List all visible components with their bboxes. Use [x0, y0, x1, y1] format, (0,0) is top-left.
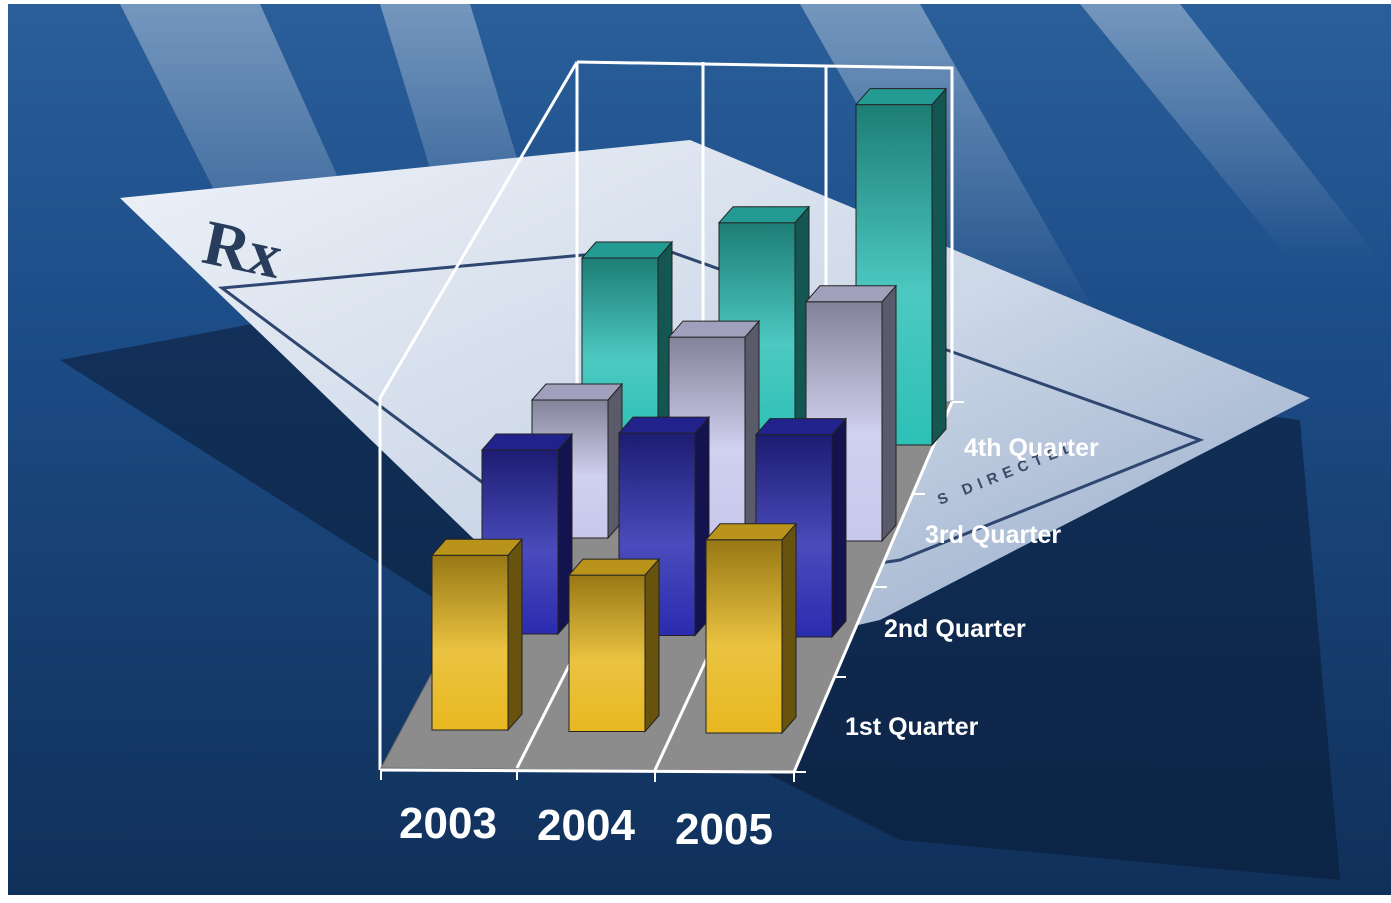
bar-top: [754, 418, 848, 436]
depth-label-3rd-quarter: 3rd Quarter: [925, 521, 1061, 549]
bar-front: [705, 539, 783, 734]
axis-ticks: [380, 401, 964, 782]
bar-top: [567, 558, 661, 576]
x-axis-labels: 2003 2004 2005: [399, 799, 773, 854]
x-tick-label-2004: 2004: [537, 801, 635, 850]
bar-top: [854, 88, 948, 106]
light-ray: [1080, 4, 1380, 260]
bar-side: [781, 522, 797, 735]
floor-edge: [380, 768, 795, 774]
bar-side: [507, 537, 523, 732]
x-tick-label-2003: 2003: [399, 799, 497, 848]
bar-top: [804, 285, 898, 303]
depth-axis-labels: 1st Quarter 2nd Quarter 3rd Quarter 4th …: [845, 434, 1099, 741]
bar-top: [667, 320, 761, 338]
bar-side: [831, 417, 847, 639]
bar-top: [704, 523, 798, 541]
bar-top: [480, 433, 574, 451]
bar-front: [431, 554, 509, 731]
bar-top: [580, 241, 674, 259]
bar-top: [530, 383, 624, 401]
depth-label-2nd-quarter: 2nd Quarter: [884, 615, 1026, 643]
bar-side: [931, 87, 947, 447]
bar-2004-1st-quarter: [567, 557, 661, 733]
floor-edge: [792, 401, 954, 773]
bar-side: [644, 557, 660, 733]
bar-2003-1st-quarter: [430, 537, 524, 732]
bar-top: [717, 206, 811, 224]
depth-label-1st-quarter: 1st Quarter: [845, 713, 979, 741]
bar-top: [617, 416, 711, 434]
bar-side: [881, 284, 897, 543]
x-tick-label-2005: 2005: [675, 805, 773, 854]
depth-label-4th-quarter: 4th Quarter: [964, 434, 1099, 462]
light-ray: [800, 4, 1100, 320]
bar-front: [568, 574, 646, 732]
bar-top: [430, 538, 524, 556]
bar-2005-1st-quarter: [704, 522, 798, 735]
bars-layer: [430, 87, 948, 735]
rx-symbol: Rx: [197, 206, 288, 292]
side-wall: [378, 61, 579, 770]
